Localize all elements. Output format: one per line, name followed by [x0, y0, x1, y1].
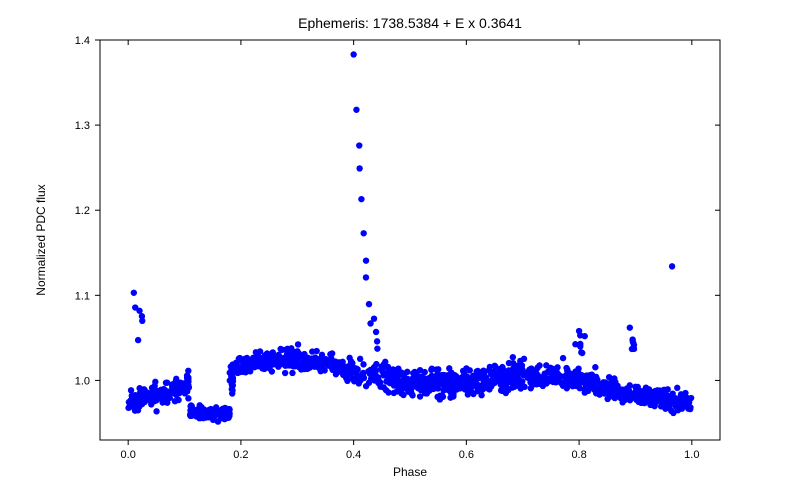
- y-tick-label: 1.0: [75, 375, 90, 387]
- chart-container: 0.0 0.2 0.4 0.6 0.8 1.0 1.0 1.1 1.2 1.3 1.4 Phase No…: [0, 0, 800, 500]
- scatter-chart: 0.0 0.2 0.4 0.6 0.8 1.0 1.0 1.1 1.2 1.3 1.4 Phase No…: [0, 0, 800, 500]
- x-tick-label: 1.0: [684, 449, 699, 461]
- x-axis-label: Phase: [393, 465, 427, 479]
- chart-bg: [0, 0, 800, 500]
- y-tick-label: 1.4: [75, 35, 90, 47]
- x-tick-label: 0.8: [571, 449, 586, 461]
- y-tick-label: 1.1: [75, 290, 90, 302]
- chart-title: Ephemeris: 1738.5384 + E x 0.3641: [298, 15, 522, 31]
- x-tick-label: 0.4: [346, 449, 361, 461]
- x-tick-label: 0.6: [459, 449, 474, 461]
- x-tick-label: 0.0: [121, 449, 136, 461]
- x-tick-label: 0.2: [233, 449, 248, 461]
- y-axis-label: Normalized PDC flux: [34, 184, 48, 295]
- y-tick-label: 1.3: [75, 120, 90, 132]
- y-tick-label: 1.2: [75, 205, 90, 217]
